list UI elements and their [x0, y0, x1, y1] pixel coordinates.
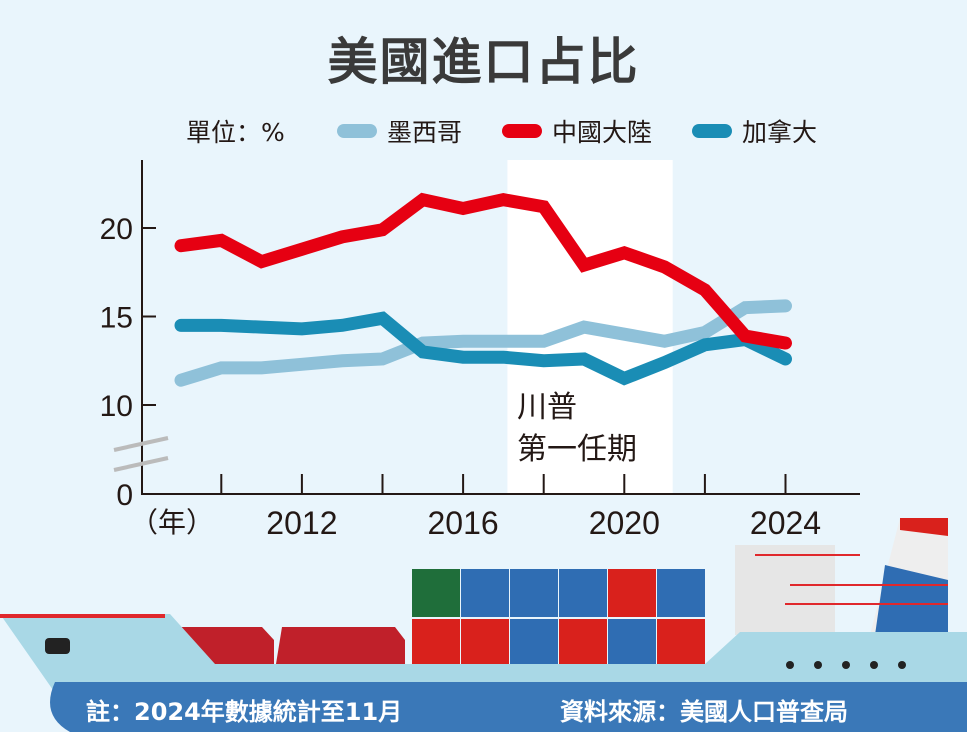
- legend-item-mexico: 墨西哥: [337, 113, 462, 149]
- y-tick-label: 0: [116, 479, 133, 512]
- y-tick-label: 10: [100, 390, 133, 423]
- legend-swatch-canada: [692, 124, 732, 138]
- ship-bridge: [735, 518, 948, 635]
- axis-break-mark: [113, 436, 169, 452]
- trump-term-annotation: 川普 第一任期: [517, 387, 637, 471]
- y-tick-label: 20: [100, 213, 133, 246]
- series-line-china: [174, 192, 792, 350]
- legend-swatch-china: [502, 124, 542, 138]
- x-tick-label: 2016: [428, 505, 499, 541]
- legend-label-mexico: 墨西哥: [387, 118, 463, 147]
- legend-swatch-mexico: [337, 124, 377, 138]
- ship-hull: [0, 614, 967, 700]
- unit-label: 單位：%: [186, 118, 285, 147]
- annotation-line1: 川普: [517, 390, 577, 425]
- cargo-ship-illustration: [0, 518, 967, 732]
- legend-label-china: 中國大陸: [552, 118, 653, 147]
- ship-hull-band: [50, 682, 967, 732]
- series-line-canada: [174, 311, 792, 386]
- containers: [180, 569, 705, 664]
- footer-source: 資料來源：美國人口普查局: [560, 698, 848, 726]
- footer-note: 註：2024年數據統計至11月: [86, 698, 403, 726]
- x-tick-label: 2012: [266, 505, 337, 541]
- legend-item-canada: 加拿大: [692, 113, 817, 149]
- y-tick-label: 15: [100, 302, 133, 335]
- legend-label-canada: 加拿大: [742, 118, 818, 147]
- x-axis-label: （年）: [130, 506, 214, 539]
- annotation-line2: 第一任期: [517, 432, 637, 467]
- series-line-mexico: [174, 299, 792, 387]
- x-tick-label: 2024: [750, 505, 821, 541]
- axis-break-mark: [113, 456, 169, 472]
- x-tick-label: 2020: [589, 505, 660, 541]
- chart-title: 美國進口占比: [327, 33, 640, 91]
- legend-item-china: 中國大陸: [502, 113, 652, 149]
